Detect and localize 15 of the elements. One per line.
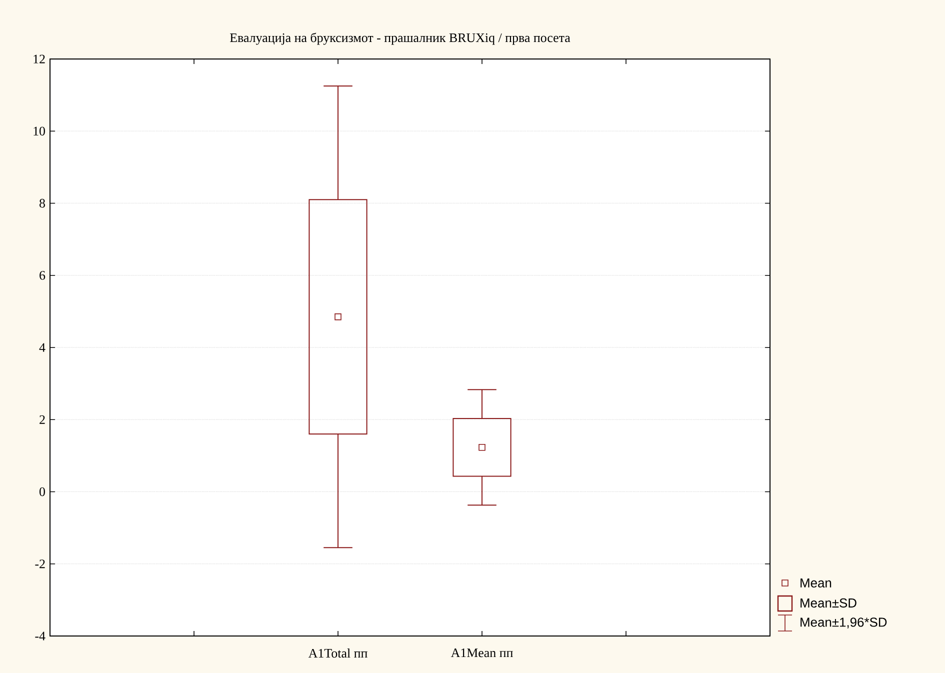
text: Mean bbox=[800, 578, 832, 588]
y-tick-label: -4 bbox=[35, 632, 46, 640]
y-tick-label: 6 bbox=[40, 271, 46, 280]
y-tick-label: -2 bbox=[35, 560, 45, 568]
x-tick-label: A1Mean пп bbox=[450, 648, 513, 658]
text: Mean±SD bbox=[800, 598, 856, 608]
y-tick-label: 2 bbox=[40, 415, 45, 424]
y-tick-label: 8 bbox=[40, 198, 45, 208]
y-tick-label: 0 bbox=[40, 487, 45, 496]
chart-title: Евалуација на бруксизмот - прашалник BRUXiq / прва посета bbox=[230, 32, 570, 45]
text: Mean±1,96*SD bbox=[800, 618, 887, 628]
y-tick-label: 4 bbox=[39, 343, 46, 352]
y-tick-label: 10 bbox=[34, 126, 45, 136]
y-tick-label: 12 bbox=[34, 54, 45, 64]
x-tick-label: A1Total пп bbox=[308, 648, 368, 658]
